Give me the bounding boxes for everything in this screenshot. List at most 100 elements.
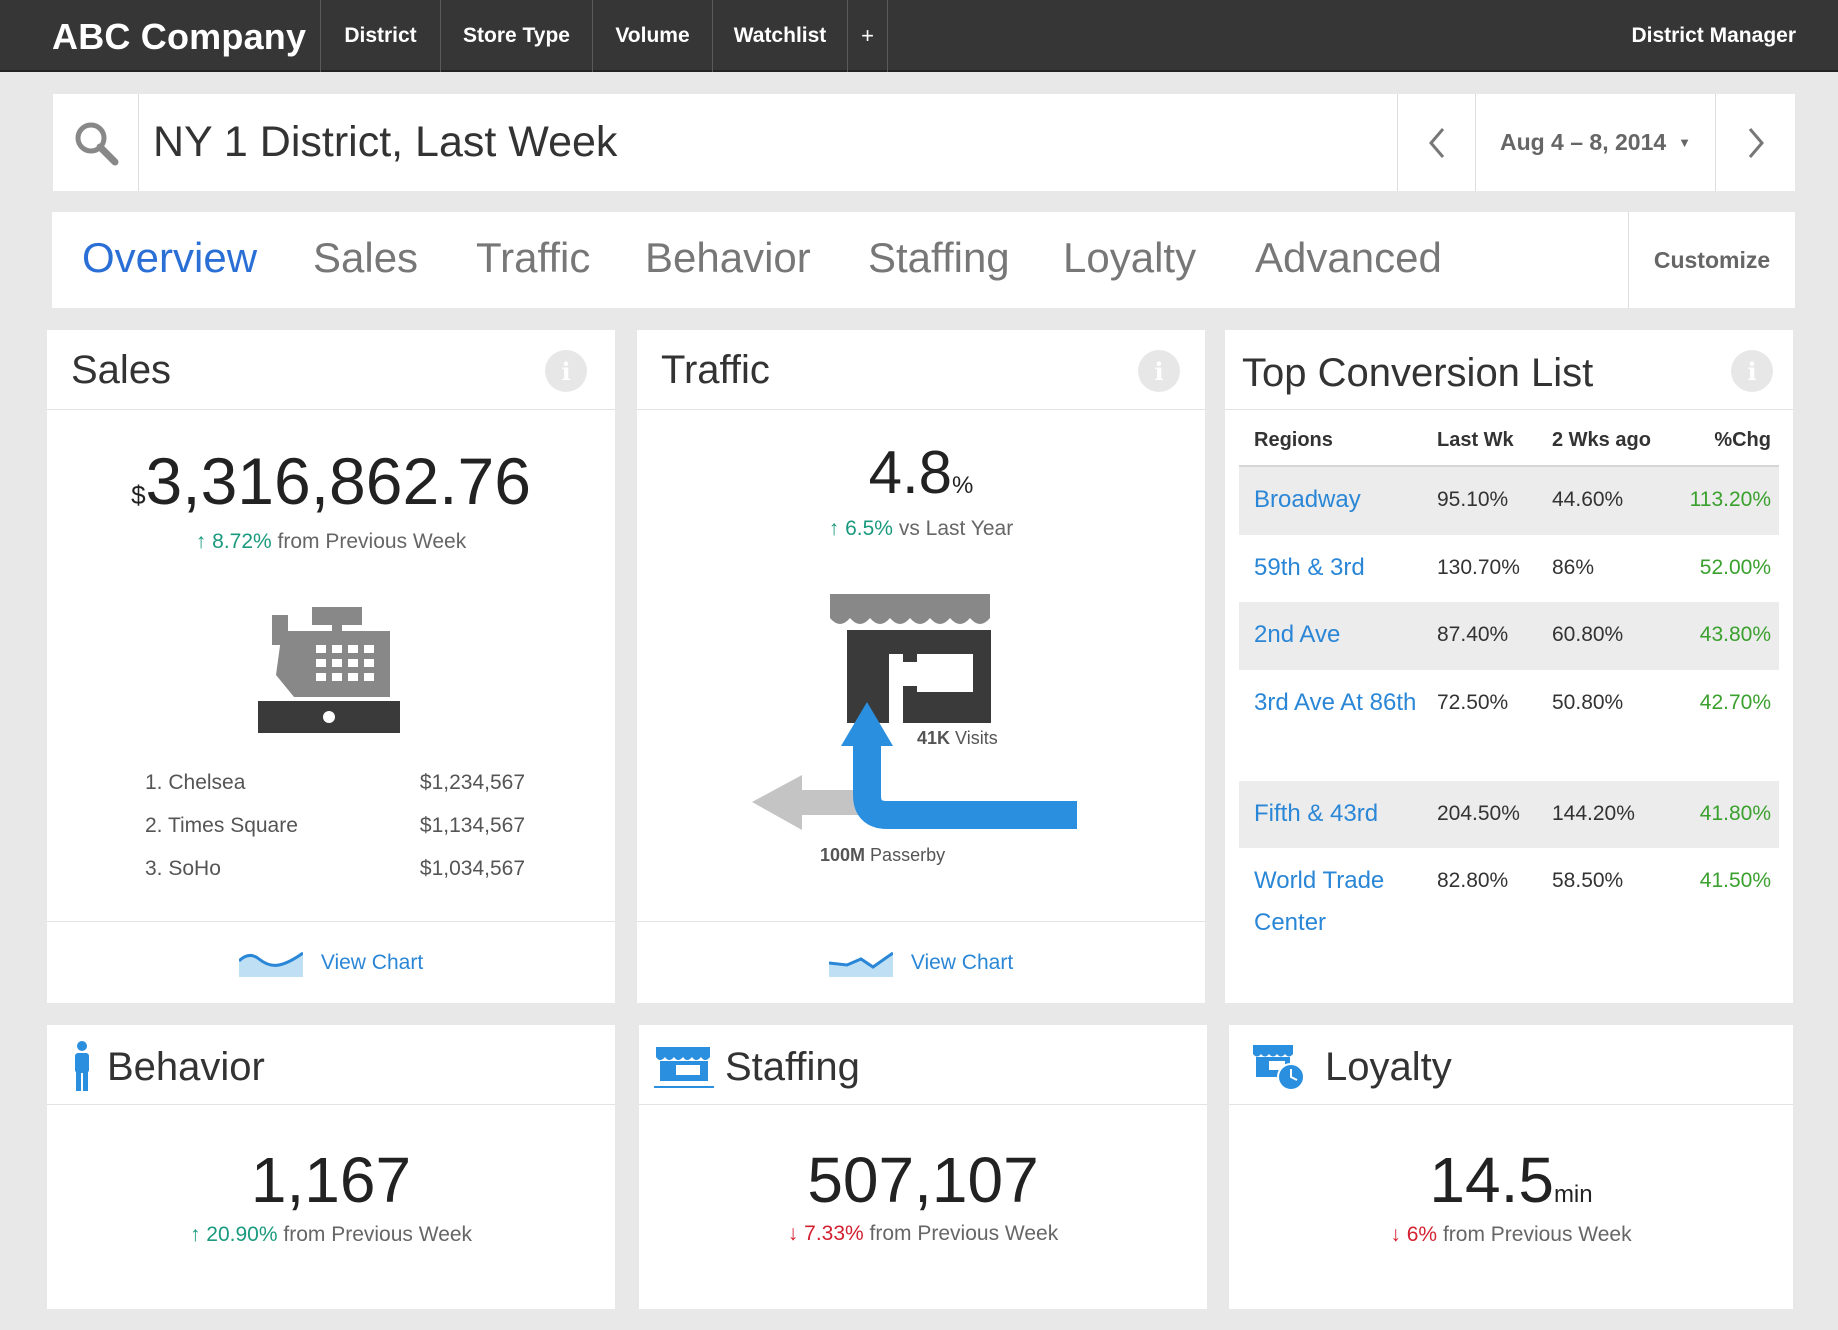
staffing-change-value: 7.33%: [804, 1222, 864, 1245]
sales-view-chart-link[interactable]: View Chart: [47, 921, 615, 1003]
traffic-card: Traffic i 4.8% ↑ 6.5% vs Last Year 41K V…: [637, 330, 1205, 1003]
last-wk-cell: 204.50%: [1437, 802, 1520, 825]
tab-overview[interactable]: Overview: [82, 234, 258, 281]
two-wks-cell: 44.60%: [1552, 488, 1624, 511]
tab-behavior[interactable]: Behavior: [645, 234, 811, 281]
region-link[interactable]: Fifth & 43rd: [1254, 800, 1379, 827]
list-item[interactable]: 2. Times Square $1,134,567: [145, 804, 525, 847]
nav-volume[interactable]: Volume: [593, 0, 713, 72]
last-wk-cell: 72.50%: [1437, 691, 1509, 714]
loyalty-change-value: 6%: [1406, 1223, 1438, 1246]
sales-change-value: 8.72%: [212, 530, 272, 553]
behavior-change-value: 20.90%: [206, 1223, 278, 1246]
last-wk-cell: 82.80%: [1437, 869, 1509, 892]
traffic-conversion: 4.8%: [637, 438, 1205, 507]
sales-amount: 3,316,862.76: [145, 444, 531, 518]
last-wk-cell: 87.40%: [1437, 623, 1509, 646]
store-rank-value: $1,234,567: [419, 770, 525, 794]
sales-card-title: Sales: [71, 348, 172, 392]
tab-advanced[interactable]: Advanced: [1255, 234, 1442, 281]
user-role-menu[interactable]: District Manager: [1631, 24, 1796, 47]
table-row[interactable]: 2nd Ave 87.40% 60.80% 43.80%: [1239, 602, 1779, 670]
tab-staffing[interactable]: Staffing: [868, 234, 1010, 281]
date-range-label: Aug 4 – 8, 2014: [1499, 129, 1667, 155]
arrow-down-icon: ↓: [787, 1222, 799, 1245]
store-staff-icon: [654, 1047, 714, 1088]
sales-card: Sales i $3,316,862.76 ↑ 8.72% from Previ…: [47, 330, 615, 1003]
staffing-card-title: Staffing: [725, 1045, 860, 1089]
chg-cell: 41.50%: [1699, 869, 1771, 892]
info-icon[interactable]: i: [1731, 350, 1773, 392]
list-item[interactable]: 1. Chelsea $1,234,567: [145, 761, 525, 804]
nav-add-button[interactable]: +: [848, 0, 888, 72]
store-rank-value: $1,134,567: [419, 813, 525, 837]
conversion-card-title: Top Conversion List: [1242, 351, 1594, 395]
region-link[interactable]: World Trade Center: [1254, 867, 1385, 936]
col-last-wk[interactable]: Last Wk: [1437, 428, 1514, 451]
person-icon: [75, 1041, 89, 1091]
store-rank-name: 2. Times Square: [145, 813, 298, 837]
col-pct-chg[interactable]: %Chg: [1714, 428, 1771, 451]
staffing-change-text: from Previous Week: [869, 1222, 1059, 1245]
traffic-change-value: 6.5%: [845, 517, 893, 540]
cash-register-icon: [258, 607, 400, 733]
table-row[interactable]: World Trade Center 82.80% 58.50% 41.50%: [1239, 848, 1779, 958]
arrow-up-icon: ↑: [828, 517, 840, 540]
region-link[interactable]: 2nd Ave: [1254, 621, 1341, 648]
search-input[interactable]: [153, 94, 1433, 191]
conversion-card-header: Top Conversion List i: [1225, 330, 1793, 410]
info-icon[interactable]: i: [1138, 350, 1180, 392]
passerby-number: 100M: [820, 845, 866, 865]
arrow-up-icon: ↑: [189, 1223, 201, 1246]
visits-number: 41K: [917, 728, 951, 748]
line-chart-icon: [828, 951, 893, 977]
table-row[interactable]: Broadway 95.10% 44.60% 113.20%: [1239, 467, 1779, 535]
col-2-wks-ago[interactable]: 2 Wks ago: [1552, 428, 1651, 451]
customize-button[interactable]: Customize: [1628, 212, 1795, 308]
date-next-button[interactable]: [1715, 94, 1795, 191]
conversion-table: Regions Last Wk 2 Wks ago %Chg Broadway …: [1239, 415, 1779, 958]
tab-loyalty[interactable]: Loyalty: [1063, 234, 1197, 281]
region-link[interactable]: Broadway: [1254, 486, 1361, 513]
list-item[interactable]: 3. SoHo $1,034,567: [145, 847, 525, 890]
nav-store-type[interactable]: Store Type: [441, 0, 593, 72]
loyalty-change: ↓ 6% from Previous Week: [1229, 1223, 1793, 1247]
traffic-view-chart-link[interactable]: View Chart: [637, 921, 1205, 1003]
table-row[interactable]: 59th & 3rd 130.70% 86% 52.00%: [1239, 535, 1779, 602]
table-row[interactable]: Fifth & 43rd 204.50% 144.20% 41.80%: [1239, 781, 1779, 848]
search-button[interactable]: [53, 94, 139, 191]
table-row[interactable]: 3rd Ave At 86th 72.50% 50.80% 42.70%: [1239, 670, 1779, 781]
tab-traffic[interactable]: Traffic: [476, 234, 591, 281]
view-chart-label: View Chart: [910, 950, 1014, 974]
arrow-down-icon: ↓: [1390, 1223, 1401, 1246]
region-link[interactable]: 59th & 3rd: [1254, 554, 1365, 581]
store-clock-icon: [1253, 1045, 1305, 1091]
nav-district[interactable]: District: [321, 0, 441, 72]
traffic-change: ↑ 6.5% vs Last Year: [637, 517, 1205, 541]
currency-symbol: $: [131, 480, 146, 510]
date-range-dropdown[interactable]: Aug 4 – 8, 2014 ▼: [1475, 94, 1715, 191]
sales-total: $3,316,862.76: [47, 443, 615, 519]
info-icon[interactable]: i: [545, 350, 587, 392]
col-regions[interactable]: Regions: [1254, 428, 1333, 451]
behavior-value: 1,167: [250, 1144, 412, 1216]
chg-cell: 42.70%: [1699, 691, 1771, 714]
two-wks-cell: 60.80%: [1552, 623, 1624, 646]
loyalty-card: Loyalty 14.5min ↓ 6% from Previous Week: [1229, 1025, 1793, 1309]
region-link[interactable]: 3rd Ave At 86th: [1254, 689, 1417, 716]
traffic-card-header: Traffic i: [637, 330, 1205, 410]
view-chart-label: View Chart: [320, 950, 424, 974]
date-prev-button[interactable]: [1397, 94, 1475, 191]
sales-card-header: Sales i: [47, 330, 615, 410]
tab-sales[interactable]: Sales: [313, 234, 419, 281]
caret-down-icon: ▼: [1678, 135, 1692, 150]
search-icon: [75, 122, 118, 165]
loyalty-card-header: Loyalty: [1229, 1025, 1793, 1105]
brand-logo-text[interactable]: ABC Company: [52, 16, 307, 57]
main-nav: District Store Type Volume Watchlist +: [320, 0, 888, 72]
store-rank-name: 1. Chelsea: [145, 770, 246, 794]
loyalty-value: 14.5: [1429, 1144, 1554, 1216]
loyalty-change-text: from Previous Week: [1442, 1223, 1632, 1246]
last-wk-cell: 130.70%: [1437, 556, 1520, 579]
nav-watchlist[interactable]: Watchlist: [713, 0, 848, 72]
